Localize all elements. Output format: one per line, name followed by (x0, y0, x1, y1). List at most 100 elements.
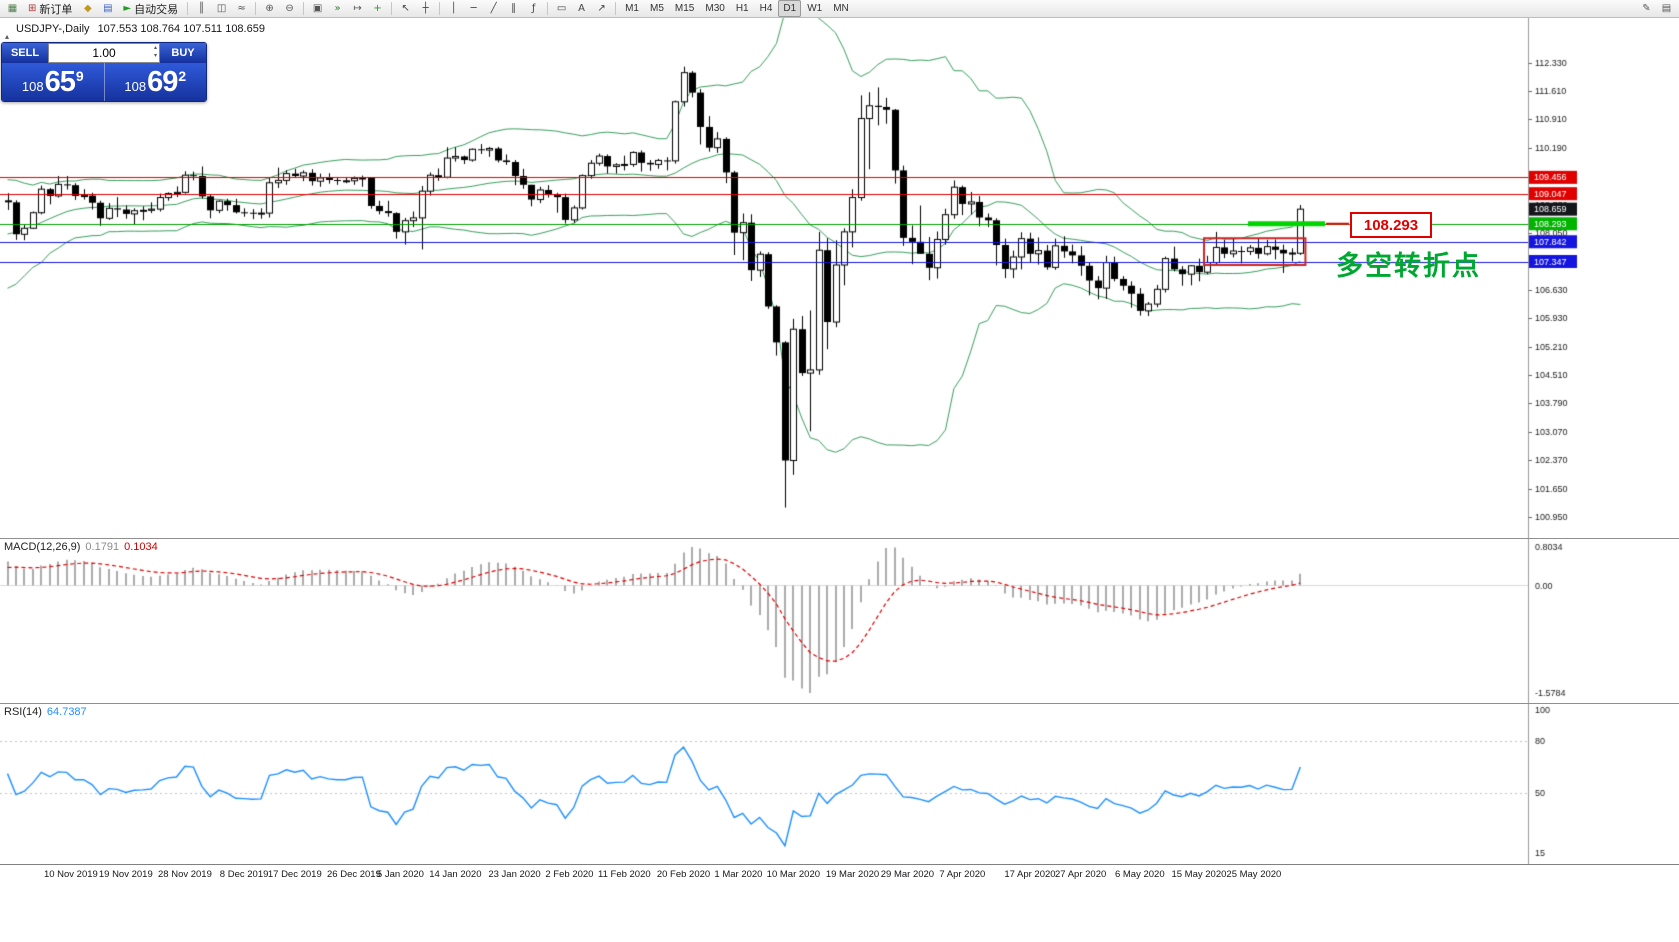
alerts-icon[interactable]: ◆ (84, 3, 92, 14)
date-label: 11 Feb 2020 (598, 869, 651, 880)
zoom-out-icon[interactable]: ⊖ (285, 3, 294, 14)
timeframe-m15[interactable]: M15 (674, 3, 695, 14)
timeframe-m30[interactable]: M30 (705, 3, 725, 14)
one-click-trading-panel: SELL 1.00 ▴ ▾ BUY 108 65 9 108 (1, 42, 207, 102)
ask-price[interactable]: 108 69 2 (103, 63, 207, 101)
spin-up-icon[interactable]: ▴ (153, 44, 157, 51)
main-chart-panel: ▴ USDJPY-,Daily 107.553 108.764 107.511 1… (0, 18, 1679, 539)
date-label: 29 Mar 2020 (880, 869, 935, 880)
chart-shift-icon[interactable]: ↦ (353, 3, 362, 14)
date-label: 25 May 2020 (1226, 869, 1282, 880)
indicators-icon[interactable]: + (373, 3, 382, 14)
chart-title: USDJPY-,Daily 107.553 108.764 107.511 108… (16, 23, 265, 35)
date-label: 27 Apr 2020 (1055, 869, 1107, 880)
toolbar-separator (439, 2, 441, 15)
autotrading-button[interactable]: ► 自动交易 (118, 0, 183, 17)
toolbar-separator (303, 2, 305, 15)
shapes-icon[interactable]: ▭ (556, 3, 567, 14)
toolbar-separator (615, 2, 617, 15)
tile-windows-icon[interactable]: ▣ (312, 3, 323, 14)
auto-scroll-icon[interactable]: » (334, 3, 341, 14)
date-label: 8 Dec 2019 (219, 869, 269, 880)
ask-integer: 108 (124, 79, 147, 94)
macd-name: MACD(12,26,9) (4, 541, 81, 553)
channel-icon[interactable]: ∥ (511, 3, 517, 14)
sell-button[interactable]: SELL (2, 43, 48, 63)
timeframe-d1[interactable]: D1 (778, 0, 802, 17)
date-label: 14 Jan 2020 (429, 869, 482, 880)
date-label: 28 Nov 2019 (158, 869, 212, 880)
rsi-name: RSI(14) (4, 706, 42, 718)
timeframe-h1[interactable]: H1 (735, 3, 749, 14)
ask-pipette: 2 (178, 68, 187, 84)
toolbar-separator (187, 2, 189, 15)
date-label: 1 Mar 2020 (714, 869, 763, 880)
date-label: 5 Jan 2020 (376, 869, 424, 880)
autotrading-icon: ► (123, 3, 132, 14)
time-axis[interactable]: 10 Nov 2019 19 Nov 2019 28 Nov 2019 8 Dec 2… (0, 864, 1679, 885)
volume-spinner[interactable]: ▴ ▾ (154, 44, 157, 60)
date-label: 7 Apr 2020 (939, 869, 986, 880)
bid-integer: 108 (21, 79, 44, 94)
symbol-period-label: USDJPY-,Daily (16, 23, 90, 35)
date-label: 26 Dec 2019 (327, 869, 381, 880)
rsi-canvas[interactable] (0, 704, 1679, 864)
new-order-button-label: 新订单 (39, 3, 73, 16)
timeframe-mn[interactable]: MN (833, 3, 849, 14)
toolbar-separator (391, 2, 393, 15)
buy-button[interactable]: BUY (160, 43, 206, 63)
market-watch-icon[interactable]: ▤ (103, 3, 113, 14)
macd-signal-value: 0.1034 (124, 541, 158, 553)
price-callout-label[interactable]: 108.293 (1350, 212, 1432, 238)
toolbar-separator (255, 2, 257, 15)
line-chart-icon[interactable]: ≈ (237, 3, 246, 14)
bid-pips: 65 (44, 65, 76, 98)
date-label: 23 Jan 2020 (488, 869, 541, 880)
candles-chart-icon[interactable]: ◫ (216, 3, 227, 14)
bid-pipette: 9 (75, 68, 84, 84)
macd-main-value: 0.1791 (85, 541, 120, 553)
ask-pips: 69 (147, 65, 178, 98)
timeframe-m1[interactable]: M1 (625, 3, 639, 14)
date-label: 2 Feb 2020 (545, 869, 594, 880)
window-layout-icon[interactable]: ▤ (1661, 3, 1672, 14)
toolbar-separator (547, 2, 549, 15)
date-label: 17 Dec 2019 (267, 869, 322, 880)
price-chart-canvas[interactable] (0, 18, 1679, 538)
spin-down-icon[interactable]: ▾ (153, 52, 157, 59)
edit-icon[interactable]: ✎ (1642, 3, 1651, 14)
new-order-button[interactable]: ⊞ 新订单 (23, 0, 77, 17)
date-label: 20 Feb 2020 (656, 869, 711, 880)
horizontal-line-icon[interactable]: ─ (470, 3, 477, 14)
fibonacci-icon[interactable]: ƒ (531, 3, 536, 14)
macd-canvas[interactable] (0, 539, 1679, 703)
timeframe-m5[interactable]: M5 (650, 3, 664, 14)
new-chart-icon[interactable]: ▦ (7, 3, 18, 14)
text-icon[interactable]: A (578, 3, 586, 14)
date-label: 19 Nov 2019 (98, 869, 153, 880)
date-label: 10 Mar 2020 (766, 869, 821, 880)
trendline-icon[interactable]: ╱ (490, 3, 497, 14)
date-label: 10 Nov 2019 (43, 869, 98, 880)
bars-chart-icon[interactable]: ║ (198, 3, 205, 14)
turning-point-annotation: 多空转折点 (1336, 251, 1481, 281)
vertical-line-icon[interactable]: │ (450, 3, 457, 14)
date-label: 19 Mar 2020 (825, 869, 880, 880)
date-label: 6 May 2020 (1114, 869, 1165, 880)
rsi-panel: RSI(14) 64.7387 (0, 704, 1679, 864)
volume-stepper[interactable]: 1.00 ▴ ▾ (48, 43, 160, 63)
date-label: 17 Apr 2020 (1004, 869, 1056, 880)
timeframe-h4[interactable]: H4 (759, 3, 773, 14)
trade-panel-collapse-icon[interactable]: ▴ (5, 32, 10, 41)
arrows-icon[interactable]: ↗ (597, 3, 606, 14)
cursor-icon[interactable]: ↖ (401, 3, 410, 14)
macd-panel: MACD(12,26,9) 0.1791 0.1034 (0, 539, 1679, 704)
bottom-filler (0, 885, 1679, 942)
zoom-in-icon[interactable]: ⊕ (265, 3, 274, 14)
ohlc-values: 107.553 108.764 107.511 108.659 (97, 23, 265, 35)
crosshair-icon[interactable]: ┼ (422, 3, 429, 14)
new-order-icon: ⊞ (28, 3, 37, 14)
bid-price[interactable]: 108 65 9 (2, 63, 104, 101)
timeframe-w1[interactable]: W1 (807, 3, 823, 14)
